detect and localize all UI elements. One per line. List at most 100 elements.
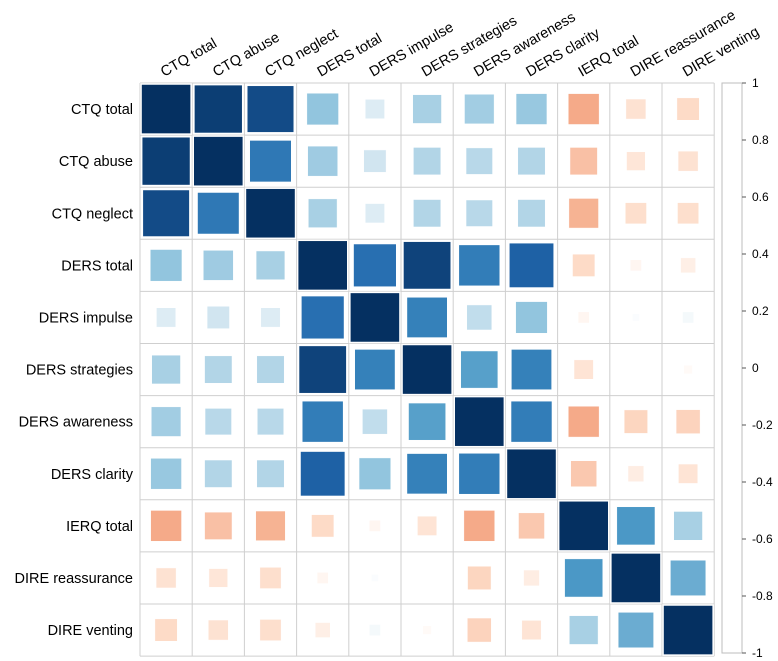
corr-cell-0-2 [245, 84, 296, 134]
corr-cell-7-9 [627, 465, 645, 482]
corr-cell-3-6 [457, 243, 502, 288]
corr-cell-4-2 [260, 307, 281, 328]
corr-cell-10-3 [314, 622, 331, 638]
corr-cell-1-1 [192, 135, 245, 187]
corr-cell-9-1 [208, 568, 228, 588]
corr-cell-8-4 [369, 520, 381, 532]
colorbar-tick-label: 0 [752, 361, 759, 375]
corr-cell-5-8 [573, 359, 594, 380]
corr-cell-8-9 [616, 506, 656, 546]
corr-cell-7-3 [299, 450, 347, 498]
corr-cell-4-7 [515, 301, 548, 334]
corr-cell-0-7 [515, 93, 548, 125]
row-label: DERS impulse [39, 310, 133, 326]
corr-cell-2-1 [196, 191, 241, 236]
corr-cell-6-5 [408, 402, 446, 441]
row-label: DERS awareness [19, 415, 133, 431]
corr-cell-0-1 [193, 83, 244, 135]
corr-cell-5-2 [256, 355, 285, 384]
corr-cell-0-8 [568, 93, 600, 125]
row-label: DERS total [61, 258, 133, 274]
corr-cell-1-6 [465, 147, 493, 175]
corr-cell-3-0 [150, 249, 183, 282]
corr-cell-7-8 [570, 460, 597, 488]
corr-cell-3-8 [572, 253, 596, 277]
row-label: DERS clarity [51, 467, 134, 483]
corr-cell-7-0 [150, 458, 182, 490]
corr-cell-2-6 [465, 199, 493, 227]
corr-cell-8-1 [204, 511, 233, 540]
corr-cell-10-1 [208, 619, 229, 641]
corr-cell-6-8 [568, 405, 600, 438]
corr-cell-9-10 [670, 559, 707, 596]
corr-cell-8-2 [255, 510, 286, 541]
corr-cell-7-7 [505, 447, 558, 500]
corr-cell-4-5 [405, 296, 449, 339]
row-label: CTQ neglect [52, 206, 133, 222]
corr-cell-8-7 [518, 512, 545, 540]
corr-cell-7-1 [204, 459, 233, 488]
corr-cell-1-7 [517, 147, 546, 176]
corr-cell-9-6 [467, 565, 492, 590]
corr-cell-1-0 [140, 135, 192, 187]
colorbar-tick-label: 1 [752, 76, 759, 90]
corr-cell-3-5 [402, 240, 453, 291]
corr-cell-2-10 [677, 202, 699, 225]
corr-cell-8-3 [311, 514, 335, 538]
corr-cell-10-0 [154, 618, 178, 642]
corr-cell-8-10 [673, 511, 703, 541]
corr-cell-6-9 [623, 409, 648, 434]
corr-cell-0-5 [412, 94, 442, 124]
corr-cell-4-10 [682, 311, 694, 324]
corr-cell-4-8 [577, 311, 590, 324]
corr-cell-0-3 [306, 92, 339, 126]
colorbar-legend: 1 0.8 0.6 0.4 0.2 0 -0.2 -0.4 -0.6 -0.8 -1 [721, 76, 773, 660]
corr-cell-0-6 [464, 93, 495, 125]
corr-cell-5-3 [297, 344, 348, 395]
corr-cell-0-10 [676, 97, 700, 121]
colorbar-tick-label: 0.4 [752, 247, 769, 261]
corr-cell-3-2 [255, 250, 286, 280]
correlation-cells [140, 83, 714, 656]
corr-cell-9-7 [523, 569, 540, 587]
corr-cell-9-4 [371, 574, 379, 582]
corr-cell-8-6 [463, 510, 495, 542]
corr-cell-2-9 [625, 202, 647, 225]
corr-cell-6-6 [453, 395, 506, 448]
corr-cell-4-6 [466, 304, 493, 331]
corr-cell-10-9 [617, 612, 654, 649]
corr-cell-4-9 [632, 313, 640, 322]
corr-cell-5-0 [151, 354, 181, 385]
corr-cell-7-5 [405, 452, 449, 496]
corr-cell-2-3 [308, 198, 338, 228]
corr-cell-5-7 [510, 348, 553, 391]
corr-cell-2-2 [244, 187, 297, 240]
corr-cell-6-0 [151, 406, 182, 437]
corr-cell-6-2 [256, 408, 284, 436]
column-label: DERS impulse [367, 19, 457, 80]
corr-cell-6-1 [204, 408, 232, 436]
corr-cell-7-6 [457, 452, 502, 496]
colorbar-tick-label: -0.6 [752, 532, 773, 546]
corr-cell-7-4 [358, 457, 391, 490]
corr-cell-6-4 [362, 408, 388, 435]
corr-cell-1-10 [677, 150, 699, 172]
corr-cell-9-3 [316, 572, 329, 584]
corr-cell-3-1 [203, 250, 234, 281]
corr-cell-1-2 [248, 139, 293, 184]
grid [139, 82, 715, 657]
corr-cell-1-4 [363, 149, 387, 173]
corr-cell-5-6 [460, 350, 499, 389]
row-label: IERQ total [66, 519, 133, 535]
corr-cell-7-10 [678, 463, 699, 484]
row-labels: CTQ total CTQ abuse CTQ neglect DERS total D… [15, 102, 134, 639]
corr-cell-2-8 [568, 198, 599, 229]
corr-cell-2-4 [364, 203, 385, 224]
corr-cell-5-4 [353, 348, 397, 391]
corr-cell-9-2 [259, 567, 282, 589]
corr-cell-10-2 [259, 619, 282, 641]
row-label: DIRE venting [48, 623, 133, 639]
corr-cell-6-7 [509, 399, 554, 444]
